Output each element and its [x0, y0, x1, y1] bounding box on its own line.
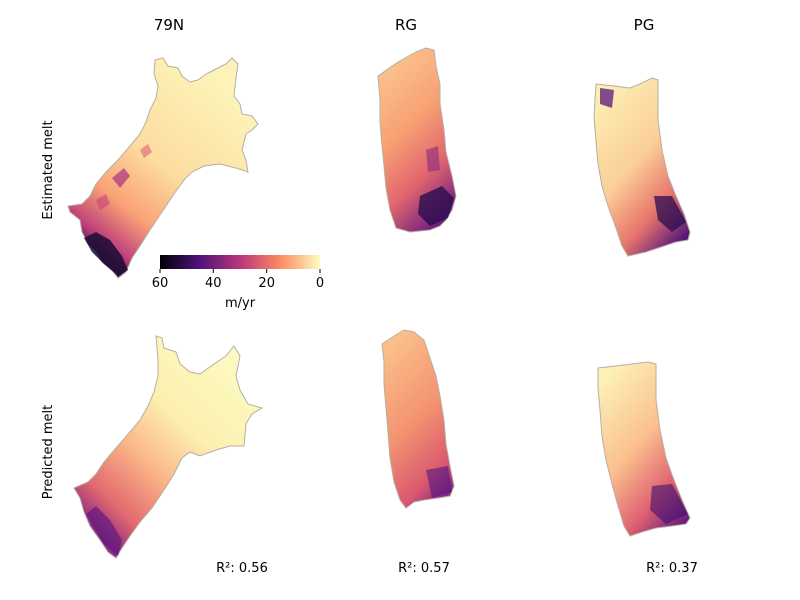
row-label-predicted: Predicted melt: [41, 405, 56, 500]
map-pg-predicted: [597, 361, 691, 537]
colorbar-unit-label: m/yr: [225, 296, 256, 311]
map-79n-estimated: [67, 57, 259, 279]
r2-label-79n: R²: 0.56: [216, 561, 268, 576]
colorbar-ticks: [159, 269, 321, 273]
colorbar-tick-label: 60: [152, 276, 169, 291]
map-pg-estimated: [593, 77, 691, 257]
colorbar-tick-label: 40: [205, 276, 222, 291]
column-title-79n: 79N: [154, 16, 184, 34]
map-rg-predicted: [381, 329, 455, 509]
colorbar-tick-label: 0: [316, 276, 324, 291]
column-title-rg: RG: [395, 16, 417, 34]
map-rg-estimated: [377, 47, 457, 233]
colorbar: 60 40 20 0 m/yr: [152, 255, 324, 311]
r2-label-pg: R²: 0.37: [646, 561, 698, 576]
colorbar-gradient: [160, 255, 320, 269]
column-title-pg: PG: [634, 16, 655, 34]
row-label-estimated: Estimated melt: [41, 120, 56, 219]
colorbar-tick-label: 20: [258, 276, 275, 291]
r2-label-rg: R²: 0.57: [398, 561, 450, 576]
map-79n-predicted: [73, 335, 264, 559]
